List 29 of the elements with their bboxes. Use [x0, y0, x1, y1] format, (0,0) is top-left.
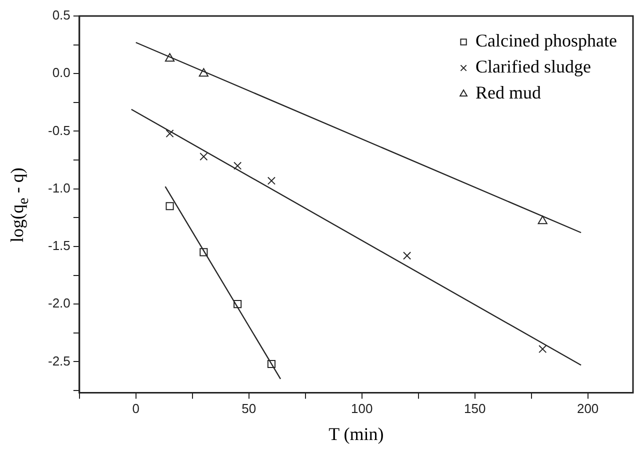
- x-tick-label: 0: [132, 401, 140, 416]
- y-tick-label: 0.0: [52, 65, 70, 80]
- x-tick-label: 200: [576, 401, 599, 416]
- legend-label: Calcined phosphate: [476, 30, 618, 51]
- y-tick-label: -1.5: [48, 238, 70, 254]
- point: [403, 252, 412, 260]
- point: [267, 176, 276, 185]
- x-tick-label: 50: [242, 401, 256, 416]
- y-tick-label: 0.5: [52, 8, 70, 23]
- legend-label: Clarified sludge: [476, 56, 592, 77]
- y-tick-label: -0.5: [48, 122, 70, 138]
- point: [234, 300, 242, 308]
- point: [164, 53, 175, 62]
- point: [267, 360, 276, 368]
- point: [538, 344, 547, 354]
- point: [234, 162, 242, 170]
- point: [166, 202, 174, 210]
- x-tick-label: 100: [351, 401, 373, 416]
- point: [200, 248, 208, 256]
- y-tick-label: -2.0: [48, 296, 70, 311]
- y-tick-label: -2.5: [48, 353, 70, 368]
- x-axis-title: T (min): [328, 424, 384, 444]
- point: [200, 152, 208, 161]
- legend-label: Red mud: [476, 82, 542, 103]
- point: [198, 68, 209, 77]
- point: [166, 130, 174, 138]
- y-tick-label: -1.0: [48, 180, 70, 196]
- point: [538, 216, 548, 224]
- x-tick-label: 150: [464, 401, 486, 416]
